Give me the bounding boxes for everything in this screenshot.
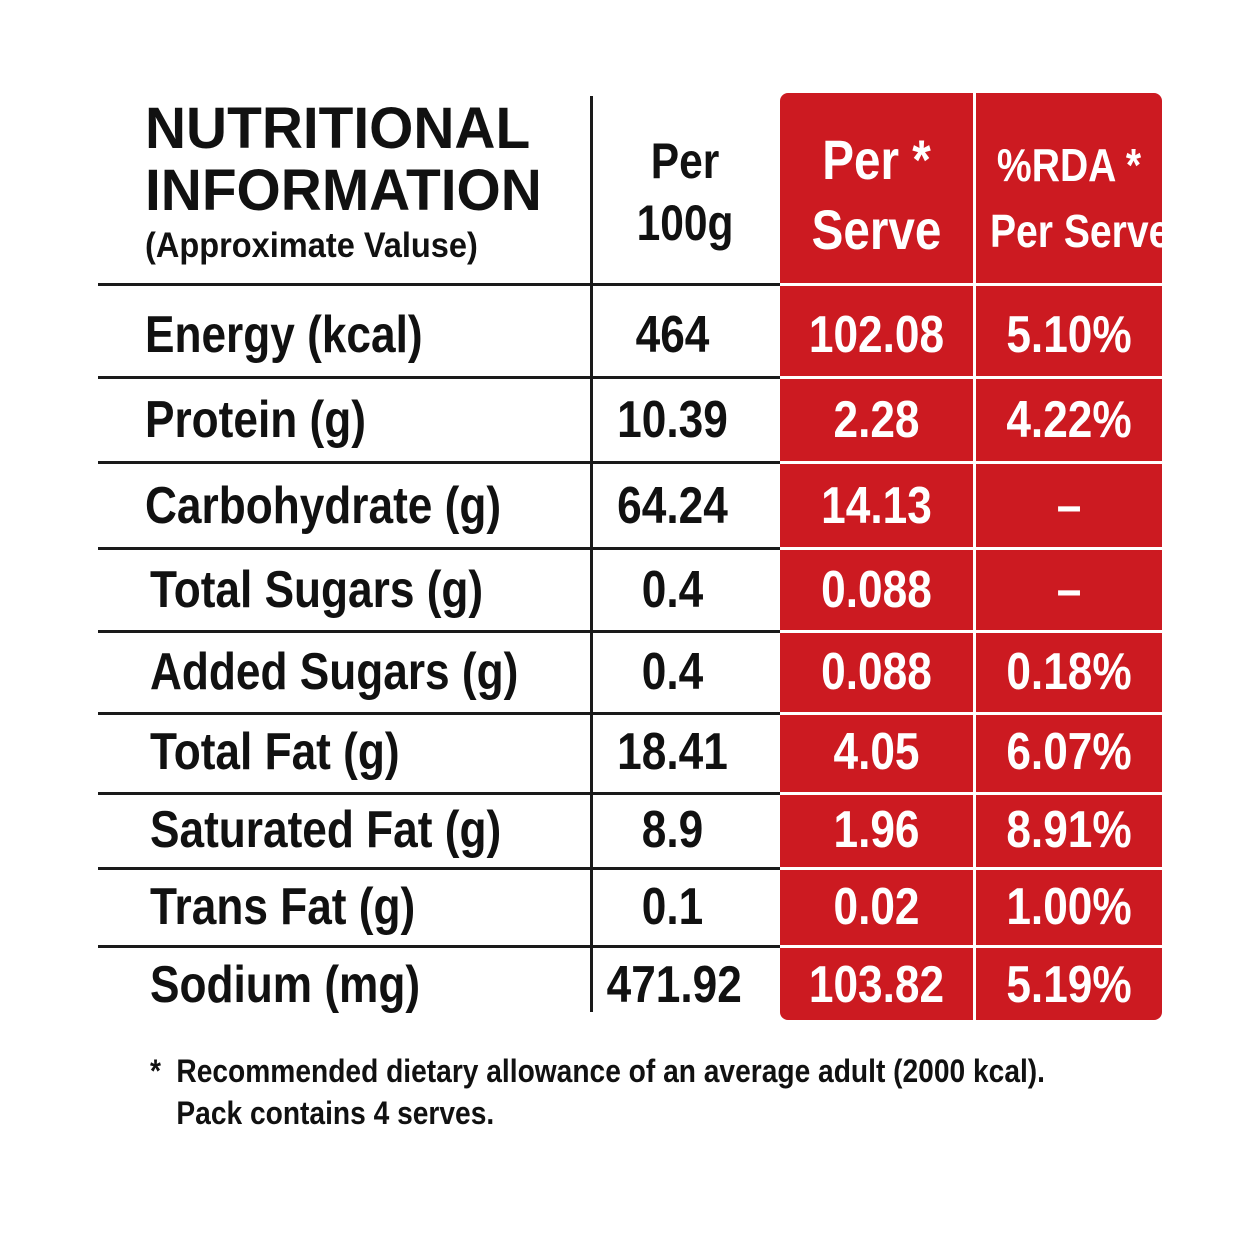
cell-protein-serve: 2.28 — [833, 391, 920, 449]
footnote-line-2: Pack contains 4 serves. — [176, 1095, 495, 1131]
row-label-carbohydrate: Carbohydrate (g) — [145, 477, 502, 535]
column-header-rda-line1: %RDA * — [996, 139, 1142, 191]
column-header-per-100g-line1: Per — [650, 133, 720, 189]
row-divider — [98, 712, 780, 715]
row-label-trans-fat: Trans Fat (g) — [150, 878, 416, 936]
row-divider-red — [780, 712, 1162, 715]
cell-carbohydrate-per100: 64.24 — [617, 477, 728, 535]
column-header-per-serve: Per * Serve — [794, 125, 958, 265]
cell-added-sugars-serve: 0.088 — [821, 643, 932, 701]
cell-energy-serve: 102.08 — [808, 306, 945, 364]
row-label-protein: Protein (g) — [145, 391, 366, 449]
cell-added-sugars-rda: 0.18% — [1006, 643, 1132, 701]
row-divider-red — [780, 792, 1162, 795]
row-divider-red — [780, 461, 1162, 464]
footnote: * Recommended dietary allowance of an ave… — [150, 1050, 1045, 1134]
cell-sodium-rda: 5.19% — [1006, 956, 1132, 1014]
row-divider-red — [780, 945, 1162, 948]
cell-sodium-serve: 103.82 — [808, 956, 945, 1014]
column-divider-2 — [973, 93, 976, 1020]
cell-energy-per100: 464 — [635, 306, 710, 364]
column-header-per-100g-line2: 100g — [636, 195, 734, 251]
row-divider — [98, 461, 780, 464]
cell-carbohydrate-rda: – — [1056, 477, 1082, 535]
column-header-per-serve-line1: Per * — [822, 128, 931, 191]
cell-total-fat-serve: 4.05 — [833, 723, 920, 781]
row-divider — [98, 376, 780, 379]
cell-protein-rda: 4.22% — [1006, 391, 1132, 449]
row-divider-red — [780, 547, 1162, 550]
column-header-rda: %RDA * Per Serve — [989, 132, 1171, 264]
cell-energy-rda: 5.10% — [1006, 306, 1132, 364]
table-title: NUTRITIONAL INFORMATION — [145, 98, 542, 222]
row-divider — [98, 283, 780, 286]
title-line-1: NUTRITIONAL — [145, 96, 531, 161]
row-label-total-fat: Total Fat (g) — [150, 723, 400, 781]
column-header-per-100g: Per 100g — [609, 130, 762, 254]
table-subtitle: (Approximate Valuse) — [145, 226, 478, 265]
row-label-added-sugars: Added Sugars (g) — [150, 643, 519, 701]
row-divider — [98, 547, 780, 550]
row-divider-red — [780, 283, 1162, 286]
row-label-sodium: Sodium (mg) — [150, 956, 421, 1014]
row-divider-red — [780, 630, 1162, 633]
cell-trans-fat-rda: 1.00% — [1006, 878, 1132, 936]
cell-total-sugars-rda: – — [1056, 561, 1082, 619]
cell-added-sugars-per100: 0.4 — [641, 643, 704, 701]
row-divider-red — [780, 376, 1162, 379]
cell-total-sugars-per100: 0.4 — [641, 561, 704, 619]
row-label-total-sugars: Total Sugars (g) — [150, 561, 484, 619]
title-line-2: INFORMATION — [145, 158, 542, 223]
cell-trans-fat-serve: 0.02 — [833, 878, 920, 936]
cell-total-fat-per100: 18.41 — [617, 723, 728, 781]
row-divider — [98, 945, 780, 948]
cell-saturated-fat-per100: 8.9 — [641, 801, 704, 859]
row-divider — [98, 867, 780, 870]
cell-saturated-fat-rda: 8.91% — [1006, 801, 1132, 859]
column-divider-1 — [590, 96, 593, 1012]
cell-saturated-fat-serve: 1.96 — [833, 801, 920, 859]
cell-sodium-per100: 471.92 — [606, 956, 742, 1014]
footnote-line-1: Recommended dietary allowance of an aver… — [176, 1053, 1046, 1089]
cell-total-fat-rda: 6.07% — [1006, 723, 1132, 781]
row-divider — [98, 630, 780, 633]
cell-trans-fat-per100: 0.1 — [641, 878, 704, 936]
column-header-rda-line2: Per Serve — [989, 205, 1171, 257]
cell-total-sugars-serve: 0.088 — [821, 561, 932, 619]
row-label-energy: Energy (kcal) — [145, 306, 423, 364]
row-divider-red — [780, 867, 1162, 870]
footnote-asterisk: * — [150, 1053, 161, 1089]
highlight-panel — [780, 93, 1162, 1020]
cell-protein-per100: 10.39 — [617, 391, 728, 449]
row-label-saturated-fat: Saturated Fat (g) — [150, 801, 502, 859]
column-header-per-serve-line2: Serve — [811, 198, 942, 261]
row-divider — [98, 792, 780, 795]
cell-carbohydrate-serve: 14.13 — [821, 477, 932, 535]
